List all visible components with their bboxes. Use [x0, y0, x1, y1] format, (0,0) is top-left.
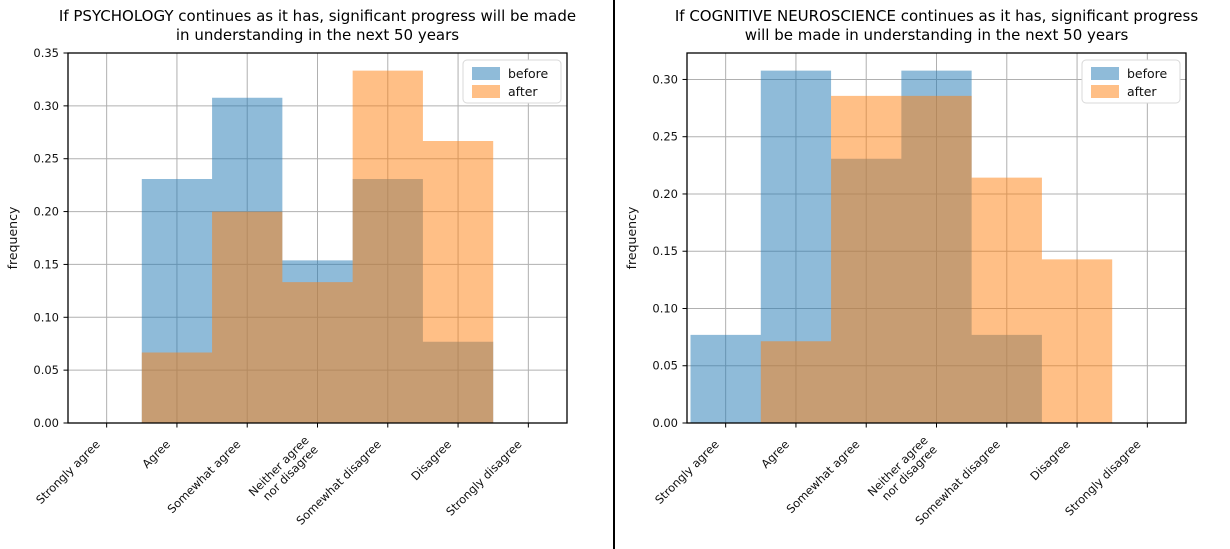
- legend-swatch-after: [472, 85, 500, 98]
- panel-divider: [613, 0, 615, 549]
- chart-title-line: If COGNITIVE NEUROSCIENCE continues as i…: [675, 7, 1198, 25]
- x-tick-label: Agree: [139, 437, 173, 471]
- x-tick-label: Strongly disagree: [443, 437, 524, 518]
- legend-label-before: before: [1127, 66, 1168, 81]
- x-tick-label: Agree: [758, 437, 792, 471]
- y-tick-label: 0.00: [652, 416, 678, 430]
- y-axis-label: frequency: [5, 206, 20, 269]
- x-tick-label: Neither agreenor disagree: [865, 433, 940, 508]
- y-tick-label: 0.25: [652, 130, 678, 144]
- y-axis-label: frequency: [624, 206, 639, 269]
- chart-panel-cognitive-neuroscience: 0.00 0.05 0.10 0.15 0.20 0.25 0.30 Strongly agr…: [615, 0, 1230, 549]
- chart-title-line: in understanding in the next 50 years: [176, 26, 459, 44]
- x-tick-label: Strongly agree: [652, 437, 722, 507]
- x-tick-label: Strongly agree: [33, 437, 103, 507]
- legend-label-after: after: [508, 84, 538, 99]
- y-tick-label: 0.15: [33, 257, 59, 271]
- x-tick-label: Somewhat agree: [164, 437, 243, 516]
- y-tick-label: 0.35: [33, 46, 59, 60]
- legend-swatch-after: [1091, 85, 1119, 98]
- y-tick-label: 0.20: [652, 187, 678, 201]
- x-tick-label: Strongly disagree: [1062, 437, 1143, 518]
- y-tick-label: 0.10: [652, 301, 678, 315]
- x-tick-label: Somewhat agree: [783, 437, 862, 516]
- legend-label-before: before: [508, 66, 549, 81]
- y-tick-label: 0.00: [33, 416, 59, 430]
- x-tick-label: Neither agreenor disagree: [246, 433, 321, 508]
- y-tick-label: 0.10: [33, 310, 59, 324]
- chart-title-line: If PSYCHOLOGY continues as it has, signi…: [59, 7, 576, 25]
- legend-swatch-before: [472, 67, 500, 80]
- y-tick-label: 0.05: [33, 363, 59, 377]
- series-after-area: [690, 95, 1183, 423]
- y-tick-label: 0.25: [33, 152, 59, 166]
- chart-svg: 0.00 0.05 0.10 0.15 0.20 0.25 0.30 0.35 Strongly…: [5, 7, 576, 528]
- y-tick-label: 0.30: [33, 99, 59, 113]
- legend-label-after: after: [1127, 84, 1157, 99]
- chart-svg: 0.00 0.05 0.10 0.15 0.20 0.25 0.30 Strongly agr…: [624, 7, 1198, 528]
- y-tick-label: 0.30: [652, 72, 678, 86]
- legend-swatch-before: [1091, 67, 1119, 80]
- y-tick-label: 0.20: [33, 205, 59, 219]
- chart-panel-psychology: 0.00 0.05 0.10 0.15 0.20 0.25 0.30 0.35 Strongly…: [0, 0, 613, 549]
- series-before-area: [71, 97, 564, 424]
- y-tick-label: 0.05: [652, 359, 678, 373]
- series-after-area: [71, 70, 564, 423]
- x-tick-label: Disagree: [408, 437, 454, 483]
- chart-title-line: will be made in understanding in the nex…: [745, 26, 1129, 44]
- y-tick-label: 0.15: [652, 244, 678, 258]
- x-tick-label: Disagree: [1027, 437, 1073, 483]
